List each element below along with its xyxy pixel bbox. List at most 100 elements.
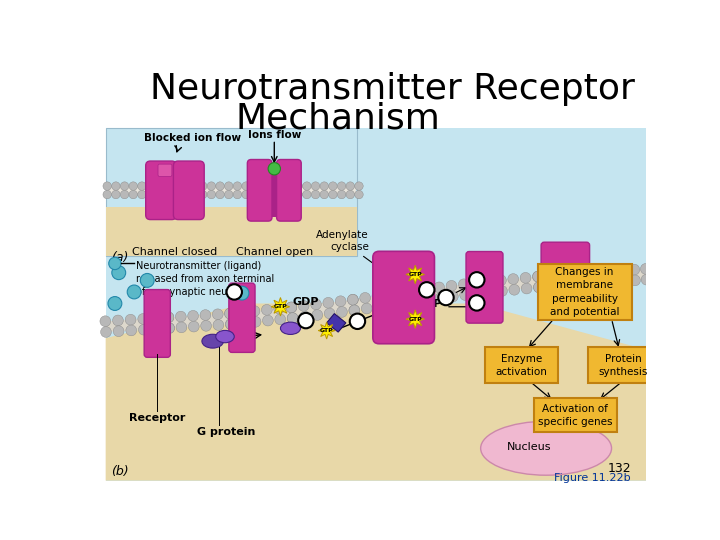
Circle shape [459,279,469,289]
Text: Figure 11.22b: Figure 11.22b [554,473,631,483]
Circle shape [225,308,235,319]
Circle shape [190,182,198,190]
Circle shape [163,323,174,334]
Circle shape [129,182,138,190]
Circle shape [324,308,335,319]
Circle shape [287,313,298,323]
Text: 4: 4 [442,293,450,302]
Circle shape [146,182,155,190]
Polygon shape [106,303,647,481]
Circle shape [163,312,174,323]
Circle shape [421,284,432,294]
Text: GTP: GTP [408,272,422,277]
Circle shape [138,325,149,335]
Circle shape [338,182,346,190]
Circle shape [595,278,606,288]
Circle shape [438,290,454,305]
FancyBboxPatch shape [373,251,434,344]
Circle shape [346,190,354,199]
Circle shape [101,327,112,338]
Ellipse shape [481,421,611,475]
Text: 3: 3 [354,316,361,326]
Circle shape [120,190,129,199]
FancyBboxPatch shape [534,398,617,432]
Circle shape [103,182,112,190]
Circle shape [251,182,259,190]
FancyBboxPatch shape [466,252,503,323]
Circle shape [329,190,337,199]
Circle shape [336,296,346,307]
Circle shape [310,299,321,310]
Circle shape [435,293,446,303]
Circle shape [606,276,617,287]
Circle shape [199,182,207,190]
Circle shape [320,182,328,190]
Circle shape [120,182,129,190]
Circle shape [338,190,346,199]
Circle shape [410,296,421,307]
Circle shape [249,306,260,316]
Circle shape [534,282,544,293]
Circle shape [235,286,249,300]
Circle shape [113,326,124,336]
Circle shape [263,315,274,326]
Circle shape [398,298,409,308]
Circle shape [618,276,629,287]
Circle shape [276,182,285,190]
Circle shape [472,288,482,299]
Circle shape [361,303,372,314]
Circle shape [374,301,384,312]
Circle shape [172,182,181,190]
Circle shape [570,279,581,290]
Text: GTP: GTP [408,316,422,322]
Circle shape [189,321,199,332]
Circle shape [233,182,242,190]
Circle shape [534,282,544,293]
Circle shape [582,267,593,278]
Ellipse shape [216,330,234,343]
Circle shape [348,294,359,305]
Circle shape [108,296,122,310]
Circle shape [112,190,120,199]
Circle shape [146,190,155,199]
Text: Receptor: Receptor [129,413,186,423]
Circle shape [329,182,337,190]
Polygon shape [353,291,416,310]
Circle shape [617,265,628,276]
Circle shape [349,305,360,316]
Polygon shape [230,307,292,324]
Circle shape [172,190,181,199]
FancyBboxPatch shape [485,347,559,383]
Circle shape [294,190,302,199]
Circle shape [163,190,172,199]
Circle shape [520,272,531,283]
Text: PPᴵ: PPᴵ [471,279,485,289]
Circle shape [360,293,371,303]
Circle shape [294,182,302,190]
Text: Protein
synthesis: Protein synthesis [598,354,648,377]
FancyBboxPatch shape [229,283,255,353]
Circle shape [346,182,354,190]
Circle shape [629,275,640,286]
Circle shape [509,285,520,295]
Circle shape [557,269,568,280]
Circle shape [469,295,485,310]
Polygon shape [292,300,354,318]
Circle shape [181,190,189,199]
Circle shape [433,282,444,293]
Circle shape [225,319,236,329]
Circle shape [595,278,606,288]
Circle shape [300,311,310,322]
Circle shape [199,190,207,199]
Circle shape [349,305,360,316]
Text: Neurotransmitter (ligand)
released from axon terminal
of presynaptic neuron: Neurotransmitter (ligand) released from … [135,261,274,297]
Text: 132: 132 [607,462,631,475]
Circle shape [546,281,557,292]
Circle shape [350,314,365,329]
Text: 2: 2 [302,315,310,326]
Circle shape [274,303,284,314]
Circle shape [112,315,123,326]
Circle shape [276,190,285,199]
Circle shape [200,309,211,320]
Circle shape [212,309,223,320]
